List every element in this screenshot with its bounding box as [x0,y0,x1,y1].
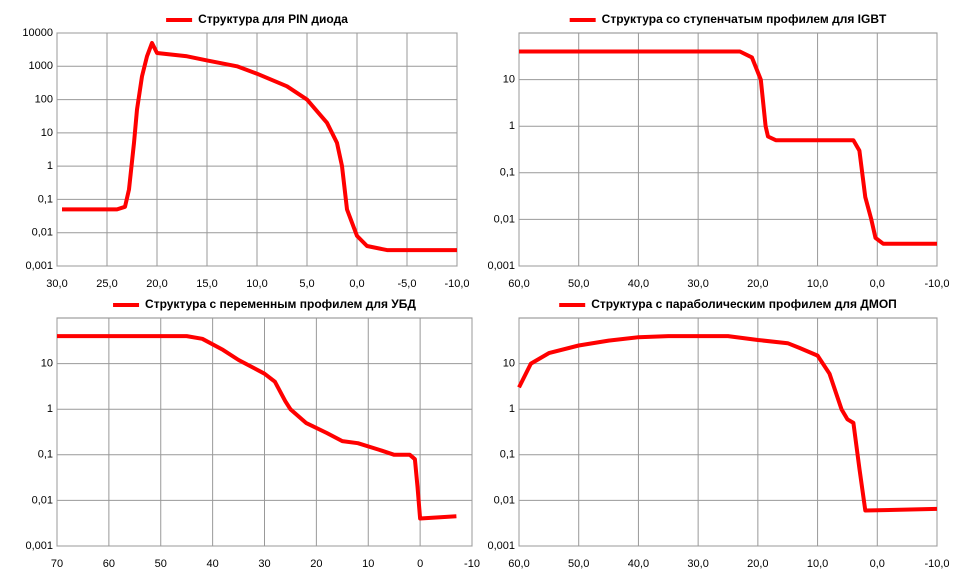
x-tick-label: 20,0 [146,278,167,290]
legend-label: Структура с параболическим профилем для … [591,297,897,311]
x-tick-label: 30,0 [687,558,708,570]
x-tick-label: 30 [258,558,270,570]
x-tick-label: 25,0 [96,278,117,290]
x-tick-label: 10,0 [807,558,828,570]
x-tick-label: 20 [310,558,322,570]
x-tick-label: 60,0 [508,558,529,570]
x-tick-label: 10,0 [246,278,267,290]
legend-label: Структура с переменным профилем для УБД [145,297,416,311]
x-tick-label: 40,0 [628,558,649,570]
x-tick-label: 50,0 [568,278,589,290]
x-tick-label: 20,0 [747,278,768,290]
x-tick-label: -10 [464,558,480,570]
x-tick-label: 50,0 [568,558,589,570]
plot-area [518,317,938,547]
x-tick-label: 0,0 [870,558,885,570]
x-tick-label: -10,0 [444,278,469,290]
y-tick-label: 0,1 [500,167,515,179]
y-tick-label: 0,01 [32,494,53,506]
x-tick-label: 0,0 [349,278,364,290]
y-tick-label: 1 [509,403,515,415]
y-tick-label: 0,01 [32,227,53,239]
y-tick-label: 10 [41,358,53,370]
x-tick-label: 70 [51,558,63,570]
x-tick-label: 0,0 [870,278,885,290]
y-tick-label: 10 [41,127,53,139]
y-tick-label: 0,1 [38,193,53,205]
data-line [62,41,457,253]
x-tick-label: 10,0 [807,278,828,290]
y-tick-label: 1 [509,120,515,132]
x-tick-label: -10,0 [924,558,949,570]
legend-label: Структура со ступенчатым профилем для IG… [602,12,887,26]
y-tick-label: 0,001 [25,540,53,552]
y-tick-label: 100 [35,93,53,105]
x-tick-label: 5,0 [299,278,314,290]
x-tick-label: 50 [155,558,167,570]
x-tick-label: 0 [417,558,423,570]
x-tick-label: 30,0 [46,278,67,290]
y-tick-label: 0,001 [487,260,515,272]
y-tick-label: 0,001 [25,260,53,272]
y-tick-label: 10 [503,74,515,86]
x-tick-label: -5,0 [398,278,417,290]
legend-label: Структура для PIN диода [198,12,348,26]
x-tick-label: 60 [103,558,115,570]
y-tick-label: 0,01 [494,213,515,225]
y-tick-label: 1 [47,160,53,172]
x-tick-label: 40,0 [628,278,649,290]
x-tick-label: -10,0 [924,278,949,290]
y-tick-label: 0,1 [38,449,53,461]
plot-area [518,32,938,267]
y-tick-label: 0,1 [500,449,515,461]
x-tick-label: 10 [362,558,374,570]
y-tick-label: 0,001 [487,540,515,552]
data-line [57,334,457,521]
y-tick-label: 1 [47,403,53,415]
data-line [517,334,938,513]
x-tick-label: 60,0 [508,278,529,290]
data-line [519,49,937,246]
x-tick-label: 20,0 [747,558,768,570]
y-tick-label: 10 [503,358,515,370]
y-tick-label: 10000 [22,27,53,39]
y-tick-label: 1000 [29,60,53,72]
x-tick-label: 30,0 [687,278,708,290]
x-tick-label: 40 [207,558,219,570]
y-tick-label: 0,01 [494,494,515,506]
x-tick-label: 15,0 [196,278,217,290]
